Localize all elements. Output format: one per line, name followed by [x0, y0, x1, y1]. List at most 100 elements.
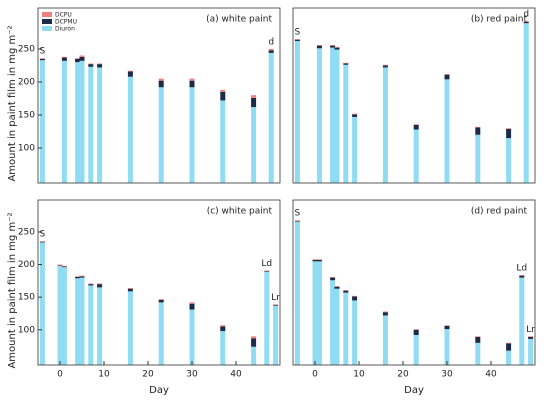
bar-segment	[519, 277, 525, 365]
bar-segment	[61, 267, 67, 365]
x-tick-label: 30	[441, 370, 453, 380]
bar-segment	[79, 56, 85, 61]
x-tick-label: 0	[57, 370, 63, 380]
bar-segment	[88, 283, 94, 285]
point-label: S	[295, 209, 301, 219]
legend-swatch	[42, 12, 52, 17]
bar-segment	[75, 278, 81, 365]
bar-segment	[61, 56, 67, 58]
bar-segment	[251, 338, 257, 347]
bars	[39, 48, 274, 183]
point-label: S	[40, 230, 46, 240]
bar-segment	[506, 342, 512, 344]
bar-segment	[506, 350, 512, 365]
bar-segment	[475, 342, 481, 365]
bar-segment	[382, 64, 388, 66]
panel-title: (a) white paint	[206, 15, 272, 25]
x-tick-label: 10	[98, 370, 110, 380]
bar-segment	[57, 264, 63, 266]
bar-segment	[413, 329, 419, 335]
bar-segment	[39, 241, 45, 242]
x-tick-label: 20	[397, 370, 409, 380]
bar-segment	[158, 299, 164, 303]
plot-frame	[37, 199, 281, 366]
bar-segment	[39, 241, 45, 243]
bar-segment	[343, 290, 349, 291]
bar-segment	[273, 304, 279, 305]
y-axis-label: Amount in paint film in mg m⁻²	[7, 25, 18, 181]
bar-segment	[97, 287, 103, 365]
bar-segment	[61, 60, 67, 183]
bar-segment	[523, 23, 529, 183]
bar-segment	[330, 47, 336, 183]
point-label: d	[268, 37, 274, 47]
bar-segment	[444, 79, 450, 183]
panel-title: (d) red paint	[471, 207, 528, 217]
bar-segment	[75, 62, 81, 183]
bar-segment	[382, 312, 388, 316]
bar-segment	[413, 124, 419, 125]
bar-segment	[506, 128, 512, 129]
bar-segment	[475, 126, 481, 128]
plot-frame	[292, 7, 536, 184]
bar-segment	[158, 302, 164, 365]
legend-label: DCPMU	[55, 19, 77, 26]
bar-segment	[75, 276, 81, 277]
bar-segment	[312, 259, 318, 260]
bar-segment	[352, 295, 358, 297]
point-label: S	[295, 28, 301, 38]
bar-segment	[158, 80, 164, 88]
bar-segment	[413, 129, 419, 183]
y-tick-label: 250	[18, 227, 35, 237]
bar-segment	[189, 303, 195, 310]
bar-segment	[352, 296, 358, 301]
bar-segment	[61, 265, 67, 267]
bar-segment	[268, 50, 274, 53]
bar-segment	[475, 127, 481, 135]
legend-swatch	[42, 26, 52, 31]
bar-segment	[88, 285, 94, 365]
bar-segment	[97, 63, 103, 65]
bar-segment	[127, 70, 133, 72]
bars	[294, 220, 534, 365]
bar-segment	[444, 325, 450, 330]
x-axis-label: Day	[404, 385, 424, 396]
y-axis-label: Amount in paint film in mg m⁻²	[7, 212, 18, 368]
bar-segment	[294, 221, 300, 365]
bar-segment	[475, 134, 481, 183]
bar-segment	[79, 275, 85, 277]
bar-segment	[382, 67, 388, 183]
plot-frame	[37, 7, 281, 184]
bar-segment	[88, 284, 94, 286]
bar-segment	[158, 87, 164, 183]
legend-label: DCPU	[55, 12, 72, 19]
bar-segment	[444, 329, 450, 365]
bars	[294, 21, 529, 183]
bar-segment	[294, 39, 300, 40]
bar-segment	[75, 58, 81, 63]
bar-segment	[264, 270, 270, 272]
y-tick-label: 200	[18, 77, 35, 87]
bar-segment	[352, 300, 358, 365]
bar-segment	[343, 63, 349, 65]
bar-segment	[251, 95, 257, 98]
bar-segment	[519, 275, 525, 276]
bar-segment	[273, 305, 279, 365]
bar-segment	[316, 261, 322, 365]
bar-segment	[444, 325, 450, 326]
bar-segment	[294, 220, 300, 221]
bar-segment	[316, 45, 322, 49]
bar-segment	[57, 265, 63, 365]
bar-segment	[506, 138, 512, 183]
bar-segment	[75, 276, 81, 279]
bar-segment	[97, 283, 103, 285]
bar-segment	[343, 290, 349, 293]
bar-segment	[158, 299, 164, 300]
bar-segment	[220, 325, 226, 327]
bar-segment	[334, 46, 340, 48]
bar-segment	[88, 66, 94, 183]
bar-segment	[343, 292, 349, 365]
y-tick-label: 150	[18, 110, 35, 120]
bar-segment	[316, 260, 322, 262]
